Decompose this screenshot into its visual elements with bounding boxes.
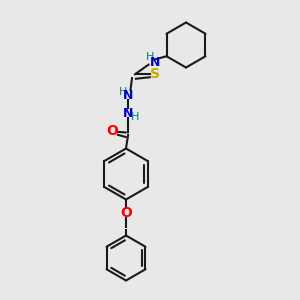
Text: N: N: [150, 56, 161, 69]
Text: N: N: [123, 107, 133, 120]
Text: H: H: [146, 52, 154, 62]
Text: N: N: [123, 89, 133, 102]
Text: O: O: [120, 206, 132, 220]
Text: S: S: [150, 67, 160, 81]
Text: O: O: [106, 124, 119, 138]
Text: H: H: [130, 112, 139, 122]
Text: H: H: [118, 87, 127, 97]
